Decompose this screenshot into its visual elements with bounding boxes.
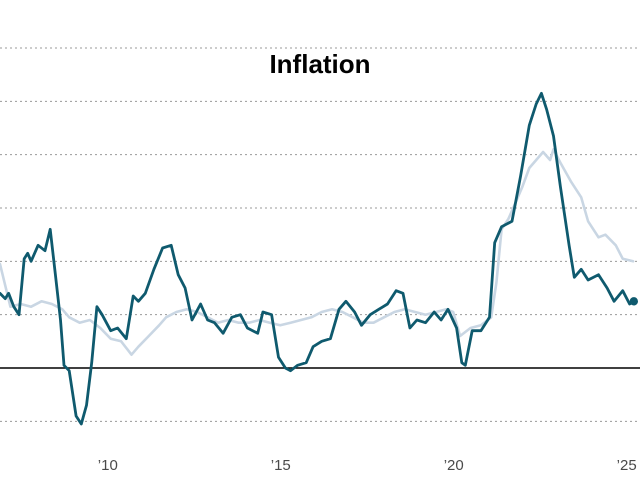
chart-title: Inflation <box>269 49 370 79</box>
core-inflation-line <box>0 148 635 356</box>
series-group <box>0 91 639 426</box>
latest-point-marker <box>629 297 639 306</box>
headline-inflation-line <box>0 91 637 426</box>
x-tick-label: ’25 <box>617 457 637 474</box>
x-axis-ticks: ’10 ’15 ’20 ’25 <box>98 457 637 474</box>
gridlines <box>0 47 640 422</box>
x-tick-label: ’10 <box>98 457 118 474</box>
x-tick-label: ’20 <box>444 457 464 474</box>
x-tick-label: ’15 <box>271 457 291 474</box>
